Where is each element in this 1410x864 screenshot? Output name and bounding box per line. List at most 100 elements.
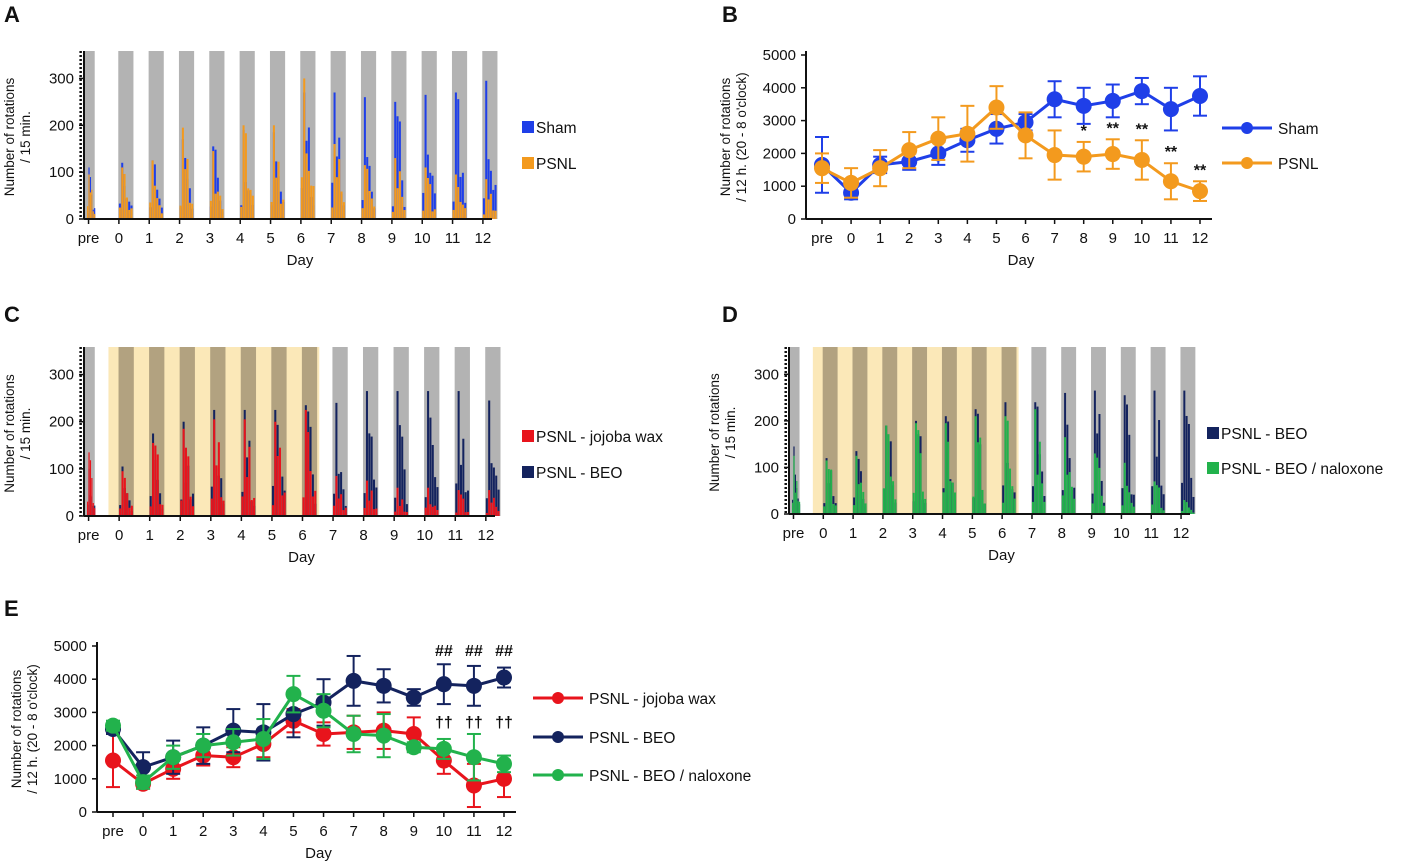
y-tick-label: 300 bbox=[49, 367, 74, 384]
data-point-sham bbox=[1192, 88, 1208, 104]
activity-bar-psnl bbox=[454, 174, 457, 219]
y-tick-label: 4000 bbox=[763, 80, 796, 97]
activity-bar-psnl-jojoba-wax bbox=[243, 419, 246, 516]
activity-bar-psnl-jojoba-wax bbox=[488, 490, 491, 516]
panel-letter: C bbox=[4, 302, 20, 327]
activity-bar-psnl bbox=[373, 206, 376, 219]
significance-mark: ** bbox=[1165, 144, 1178, 161]
activity-bar-psnl-beo bbox=[492, 467, 495, 516]
x-tick-label: 1 bbox=[169, 823, 177, 840]
activity-bar-psnl-beo-naloxone bbox=[919, 453, 922, 514]
x-tick-label: 3 bbox=[207, 527, 215, 544]
activity-bar-psnl-jojoba-wax bbox=[250, 500, 253, 516]
activity-bar-psnl-jojoba-wax bbox=[121, 471, 124, 516]
activity-bar-psnl-beo bbox=[488, 400, 491, 516]
activity-bar-psnl-beo-naloxone bbox=[1128, 492, 1131, 514]
activity-bar-psnl-jojoba-wax bbox=[401, 499, 404, 516]
activity-bar-psnl-jojoba-wax bbox=[283, 492, 286, 516]
legend-label: PSNL - jojoba wax bbox=[589, 691, 716, 708]
data-point-psnl-beo-naloxone bbox=[255, 730, 272, 747]
activity-bar-psnl bbox=[394, 158, 397, 219]
activity-bar-sham bbox=[398, 121, 401, 219]
activity-bar-psnl bbox=[179, 205, 182, 219]
activity-bar-psnl-beo-naloxone bbox=[917, 430, 920, 514]
activity-bar-psnl-jojoba-wax bbox=[337, 498, 340, 516]
activity-bar-psnl-jojoba-wax bbox=[335, 475, 338, 516]
y-tick-label: 5000 bbox=[54, 638, 87, 655]
activity-bar-psnl-beo-naloxone bbox=[862, 491, 865, 514]
activity-bar-psnl-beo-naloxone bbox=[825, 460, 828, 514]
y-axis-label: / 15 min. bbox=[723, 407, 738, 459]
x-tick-label: 7 bbox=[349, 823, 357, 840]
activity-bar-sham bbox=[459, 176, 462, 219]
legend-label: Sham bbox=[536, 120, 577, 137]
x-tick-label: 1 bbox=[146, 527, 154, 544]
activity-bar-psnl-beo-naloxone bbox=[894, 499, 897, 514]
activity-bar-psnl-beo-naloxone bbox=[1151, 504, 1154, 514]
activity-bar-psnl-beo-naloxone bbox=[1011, 486, 1014, 514]
activity-bar-psnl bbox=[335, 177, 338, 219]
activity-bar-psnl bbox=[123, 173, 126, 219]
activity-bar-psnl-jojoba-wax bbox=[497, 511, 500, 516]
data-point-psnl-beo bbox=[135, 759, 152, 776]
activity-bar-psnl bbox=[422, 210, 425, 219]
activity-bar-psnl-jojoba-wax bbox=[405, 512, 408, 516]
y-axis-label: Number of rotations bbox=[9, 669, 24, 788]
x-tick-label: 11 bbox=[445, 230, 461, 247]
x-tick-label: 0 bbox=[139, 823, 147, 840]
activity-bar-psnl bbox=[270, 201, 273, 219]
activity-bar-psnl-beo bbox=[1093, 390, 1096, 514]
activity-bar-psnl-beo-naloxone bbox=[921, 491, 924, 514]
activity-bar-psnl-beo-naloxone bbox=[1013, 498, 1016, 514]
x-tick-label: 0 bbox=[847, 230, 855, 247]
activity-bar-psnl-beo-naloxone bbox=[1073, 498, 1076, 514]
activity-bar-psnl bbox=[461, 204, 464, 219]
activity-bar-psnl bbox=[158, 205, 161, 219]
activity-bar-psnl-jojoba-wax bbox=[398, 505, 401, 516]
activity-bar-psnl bbox=[457, 187, 460, 219]
legend-label: PSNL - BEO / naloxone bbox=[589, 768, 751, 785]
activity-bar-psnl-beo bbox=[455, 483, 458, 516]
x-tick-label: pre bbox=[783, 525, 805, 542]
data-point-psnl-beo-naloxone bbox=[135, 774, 152, 791]
activity-bar-sham bbox=[482, 198, 485, 219]
activity-bar-psnl bbox=[91, 189, 93, 219]
y-tick-label: 1000 bbox=[54, 771, 87, 788]
activity-bar-psnl-beo bbox=[337, 473, 340, 516]
data-point-psnl bbox=[1075, 148, 1092, 165]
activity-bar-psnl bbox=[300, 177, 303, 219]
activity-bar-psnl-beo-naloxone bbox=[859, 482, 862, 514]
legend-label: PSNL bbox=[536, 156, 577, 173]
activity-bar-psnl-beo-naloxone bbox=[793, 455, 795, 514]
activity-bar-psnl-beo-naloxone bbox=[1070, 486, 1073, 514]
activity-bar-psnl bbox=[249, 189, 252, 219]
x-tick-label: 3 bbox=[206, 230, 214, 247]
x-tick-label: 6 bbox=[319, 823, 327, 840]
activity-bar-psnl-beo-naloxone bbox=[1093, 453, 1096, 514]
series-line-sham bbox=[820, 89, 1201, 195]
x-tick-label: 7 bbox=[1028, 525, 1036, 542]
activity-bar-psnl bbox=[118, 207, 121, 219]
activity-bar-sham bbox=[457, 99, 460, 219]
data-point-psnl-beo-naloxone bbox=[375, 727, 392, 744]
y-tick-label: 4000 bbox=[54, 671, 87, 688]
activity-bar-psnl-beo bbox=[372, 479, 376, 516]
activity-bar-psnl-beo bbox=[340, 472, 343, 516]
activity-bar-psnl bbox=[433, 209, 436, 219]
x-tick-label: 2 bbox=[176, 527, 184, 544]
x-tick-label: 9 bbox=[1087, 525, 1095, 542]
data-point-psnl-beo-naloxone bbox=[496, 755, 512, 772]
activity-bar-sham bbox=[422, 192, 425, 219]
activity-bar-psnl-beo bbox=[1125, 404, 1128, 514]
significance-mark: †† bbox=[435, 714, 453, 731]
x-tick-label: 11 bbox=[1143, 525, 1159, 542]
x-tick-label: 5 bbox=[268, 527, 276, 544]
data-point-psnl-beo bbox=[465, 677, 482, 694]
activity-bar-psnl-jojoba-wax bbox=[394, 511, 397, 516]
y-tick-label: 0 bbox=[79, 804, 87, 821]
activity-bar-psnl-beo-naloxone bbox=[853, 505, 856, 514]
activity-bar-psnl-jojoba-wax bbox=[246, 477, 249, 516]
data-point-sham bbox=[1075, 97, 1092, 114]
data-point-psnl bbox=[901, 142, 918, 159]
